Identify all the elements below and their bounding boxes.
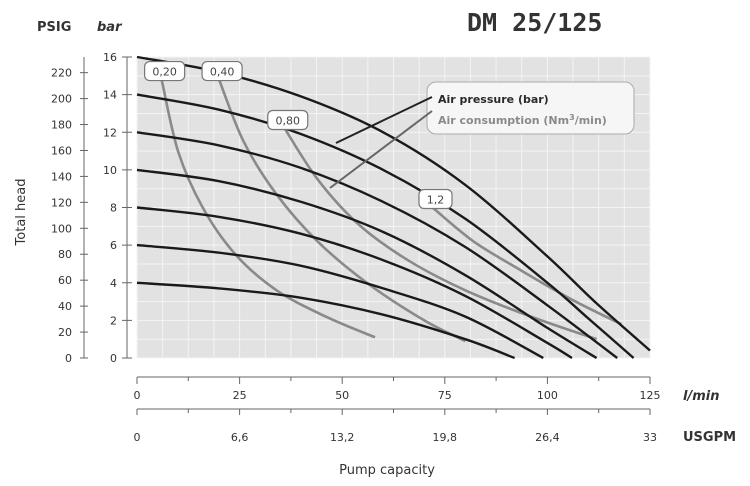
air-pressure-line (136, 93, 635, 359)
y2-tick-label: 180 (51, 119, 72, 132)
y-unit-label: bar (97, 20, 123, 35)
x2-tick-label: 6,6 (231, 431, 249, 444)
grid-lines (136, 56, 651, 359)
y-tick-label: 0 (110, 352, 117, 365)
x2-tick-label: 33 (643, 431, 657, 444)
consumption-label-box (267, 109, 309, 131)
air-consumption-line (431, 206, 622, 326)
y-tick-label: 2 (110, 314, 117, 327)
y2-tick-label: 80 (58, 248, 72, 261)
y-tick-label: 6 (110, 239, 117, 252)
y2-tick-label: 120 (51, 196, 72, 209)
x-unit-label: l/min (683, 389, 719, 404)
y2-tick-label: 200 (51, 93, 72, 106)
air-consumption-line (217, 79, 466, 343)
x2-unit-label: USGPM (683, 430, 736, 445)
y2-tick-label: 140 (51, 170, 72, 183)
y-tick-label: 10 (103, 164, 117, 177)
legend-air-consumption: Air consumption (Nm3/min) (438, 113, 607, 127)
air-pressure-line (136, 243, 544, 360)
y2-tick-label: 100 (51, 222, 72, 235)
x-axis-label: Pump capacity (339, 463, 435, 478)
y-tick-label: 8 (110, 202, 117, 215)
x2-tick-label: 13,2 (330, 431, 355, 444)
y-tick-label: 14 (103, 89, 117, 102)
y-tick-label: 4 (110, 277, 117, 290)
y2-tick-label: 40 (58, 300, 72, 313)
air-pressure-line (136, 281, 516, 360)
x2-axis: 0 6,6 13,2 19,8 26,4 33 (134, 408, 657, 444)
consumption-label: 0,20 (152, 66, 177, 79)
legend: Air pressure (bar) Air consumption (Nm3/m… (329, 81, 635, 189)
air-pressure-line (136, 206, 573, 360)
air-pressure-line (136, 131, 618, 359)
consumption-label-box (144, 60, 186, 82)
legend-pointer-pressure (335, 96, 433, 144)
consumption-label: 0,40 (210, 66, 235, 79)
y2-tick-label: 220 (51, 67, 72, 80)
x-tick-label: 25 (233, 389, 247, 402)
y2-tick-label: 160 (51, 144, 72, 157)
y-tick-label: 12 (103, 126, 117, 139)
y2-tick-label: 60 (58, 274, 72, 287)
y-axis: 0 2 4 6 8 10 12 14 16 (103, 51, 132, 365)
x-tick-label: 125 (640, 389, 661, 402)
consumption-labels: 0,20 0,40 0,80 1,2 (144, 60, 453, 210)
x-tick-label: 100 (537, 389, 558, 402)
x2-tick-label: 19,8 (433, 431, 458, 444)
consumption-label-box (201, 60, 243, 82)
legend-air-pressure: Air pressure (bar) (438, 93, 549, 106)
y2-axis: 0 20 40 60 80 100 120 140 160 180 200 220 (51, 57, 88, 365)
x-tick-label: 0 (134, 389, 141, 402)
consumption-label: 1,2 (427, 194, 445, 207)
y-axis-label: Total head (14, 179, 29, 247)
y2-unit-label: PSIG (37, 20, 71, 35)
y-tick-label: 16 (103, 51, 117, 64)
air-pressure-line (136, 168, 598, 360)
y2-tick-label: 0 (65, 352, 72, 365)
y2-tick-label: 20 (58, 326, 72, 339)
legend-pointer-consumption (329, 110, 433, 189)
x-axis: 0 25 50 75 100 125 (134, 376, 661, 402)
legend-box (426, 81, 635, 135)
consumption-label-box (418, 188, 453, 210)
x2-tick-label: 26,4 (535, 431, 560, 444)
chart-title: DM 25/125 (467, 8, 602, 37)
x-tick-label: 50 (335, 389, 349, 402)
x2-tick-label: 0 (134, 431, 141, 444)
x-tick-label: 75 (438, 389, 452, 402)
consumption-label: 0,80 (275, 114, 300, 127)
